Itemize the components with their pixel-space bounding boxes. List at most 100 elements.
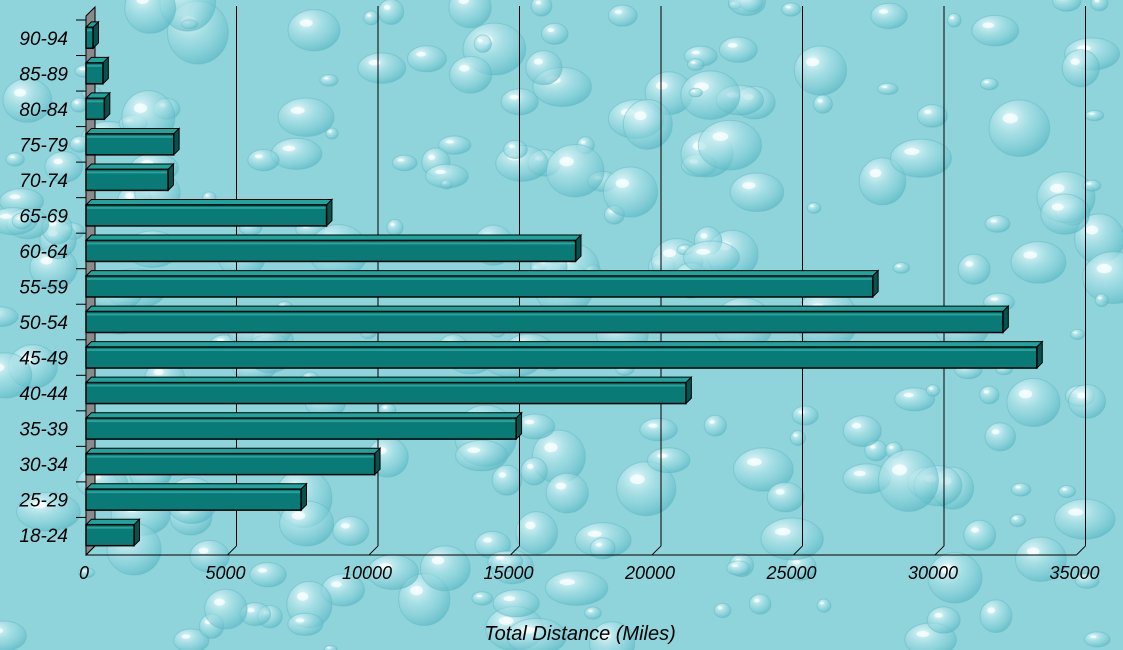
bar-front-face bbox=[85, 168, 169, 192]
bar-layer bbox=[84, 20, 1044, 547]
bar-side-face bbox=[326, 198, 333, 228]
bar-side-face bbox=[102, 56, 109, 86]
y-category-label: 80-84 bbox=[19, 100, 68, 121]
bar-40-44 bbox=[84, 375, 693, 405]
floor-tick bbox=[651, 545, 662, 556]
y-category-label: 65-69 bbox=[19, 206, 68, 227]
bar-front-face bbox=[85, 133, 175, 156]
bar-highlight bbox=[87, 242, 575, 245]
x-axis-title: Total Distance (Miles) bbox=[484, 623, 676, 645]
y-category-label: 55-59 bbox=[19, 277, 68, 298]
bar-highlight bbox=[87, 455, 374, 458]
bar-60-64 bbox=[84, 233, 583, 263]
bar-front-face bbox=[85, 310, 1004, 334]
bar-80-84 bbox=[84, 91, 112, 121]
bar-front-face bbox=[85, 417, 517, 440]
y-category-label: 18-24 bbox=[19, 526, 68, 547]
bar-front-face bbox=[85, 97, 106, 121]
y-category-label: 75-79 bbox=[19, 135, 68, 156]
y-category-label: 25-29 bbox=[18, 491, 68, 512]
bar-side-face bbox=[173, 127, 180, 157]
bar-side-face bbox=[92, 20, 99, 50]
bar-top-face bbox=[84, 305, 1010, 313]
bar-35-39 bbox=[84, 411, 523, 441]
y-category-label: 45-49 bbox=[19, 349, 68, 370]
x-tick-label: 10000 bbox=[342, 563, 392, 583]
y-category-label: 70-74 bbox=[19, 171, 68, 192]
bar-top-face bbox=[84, 270, 880, 277]
bar-top-face bbox=[84, 412, 523, 419]
bar-highlight bbox=[87, 313, 1002, 316]
bar-45-49 bbox=[84, 340, 1044, 370]
y-category-label: 35-39 bbox=[19, 420, 68, 441]
floor-tick bbox=[85, 545, 96, 556]
bar-highlight bbox=[87, 349, 1036, 352]
bar-side-face bbox=[515, 411, 523, 441]
x-tick-label: 35000 bbox=[1049, 563, 1099, 583]
bar-side-face bbox=[685, 375, 692, 405]
floor-tick bbox=[1076, 545, 1086, 556]
bar-side-face bbox=[167, 162, 174, 192]
x-tick-label: 0 bbox=[79, 563, 89, 583]
bar-side-face bbox=[575, 233, 582, 263]
bar-highlight bbox=[87, 384, 685, 387]
bar-90-94 bbox=[84, 20, 100, 50]
bar-top-face bbox=[84, 199, 334, 206]
bar-50-54 bbox=[84, 304, 1010, 334]
bar-18-24 bbox=[84, 518, 141, 547]
bar-55-59 bbox=[84, 269, 880, 299]
x-tick-label: 20000 bbox=[624, 563, 675, 583]
bar-highlight bbox=[87, 206, 326, 209]
bar-highlight bbox=[87, 491, 301, 494]
bar-top-face bbox=[84, 127, 181, 135]
label-layer: 0 5000 10000 15000 20000 25000 30000 35000 18-24… bbox=[18, 29, 1099, 583]
y-category-label: 40-44 bbox=[19, 384, 68, 405]
bar-front-face bbox=[85, 523, 135, 547]
bar-top-face bbox=[84, 483, 308, 490]
bar-top-face bbox=[84, 234, 583, 241]
x-tick-label: 15000 bbox=[483, 563, 533, 583]
bar-highlight bbox=[87, 420, 516, 423]
y-category-label: 85-89 bbox=[19, 64, 68, 85]
bar-highlight bbox=[87, 29, 93, 32]
bar-side-face bbox=[103, 91, 111, 121]
bar-highlight bbox=[87, 171, 168, 174]
bar-highlight bbox=[87, 100, 104, 103]
floor-tick bbox=[793, 545, 803, 556]
floor-tick bbox=[934, 545, 945, 556]
bar-front-face bbox=[85, 204, 328, 227]
floor-tick bbox=[368, 545, 379, 556]
bar-70-74 bbox=[84, 162, 175, 192]
bar-side-face bbox=[374, 447, 381, 476]
bar-top-face bbox=[84, 341, 1044, 348]
y-category-label: 50-54 bbox=[19, 313, 68, 334]
bar-25-29 bbox=[84, 482, 308, 512]
bar-top-face bbox=[84, 163, 175, 170]
bar-30-34 bbox=[84, 447, 382, 476]
bar-75-79 bbox=[84, 127, 181, 157]
bar-front-face bbox=[85, 26, 94, 50]
bar-top-face bbox=[84, 518, 141, 526]
bar-85-89 bbox=[84, 56, 110, 86]
bar-65-69 bbox=[84, 198, 334, 228]
y-category-label: 30-34 bbox=[19, 455, 68, 476]
bar-front-face bbox=[85, 346, 1038, 369]
bar-highlight bbox=[87, 135, 173, 138]
x-tick-label: 30000 bbox=[908, 563, 958, 583]
floor-tick bbox=[510, 545, 520, 556]
y-category-label: 90-94 bbox=[19, 29, 68, 50]
y-category-label: 60-64 bbox=[19, 242, 68, 263]
bar-side-face bbox=[133, 518, 141, 547]
bar-highlight bbox=[87, 277, 872, 280]
bar-front-face bbox=[85, 275, 874, 298]
bar-front-face bbox=[85, 239, 577, 263]
bar-side-face bbox=[872, 269, 879, 299]
bar-front-face bbox=[85, 452, 376, 476]
bar-top-face bbox=[84, 376, 693, 384]
x-tick-label: 5000 bbox=[205, 563, 245, 583]
bar-side-face bbox=[1002, 304, 1009, 334]
bar-highlight bbox=[87, 526, 134, 529]
bar-highlight bbox=[87, 64, 102, 67]
bar-front-face bbox=[85, 62, 104, 85]
